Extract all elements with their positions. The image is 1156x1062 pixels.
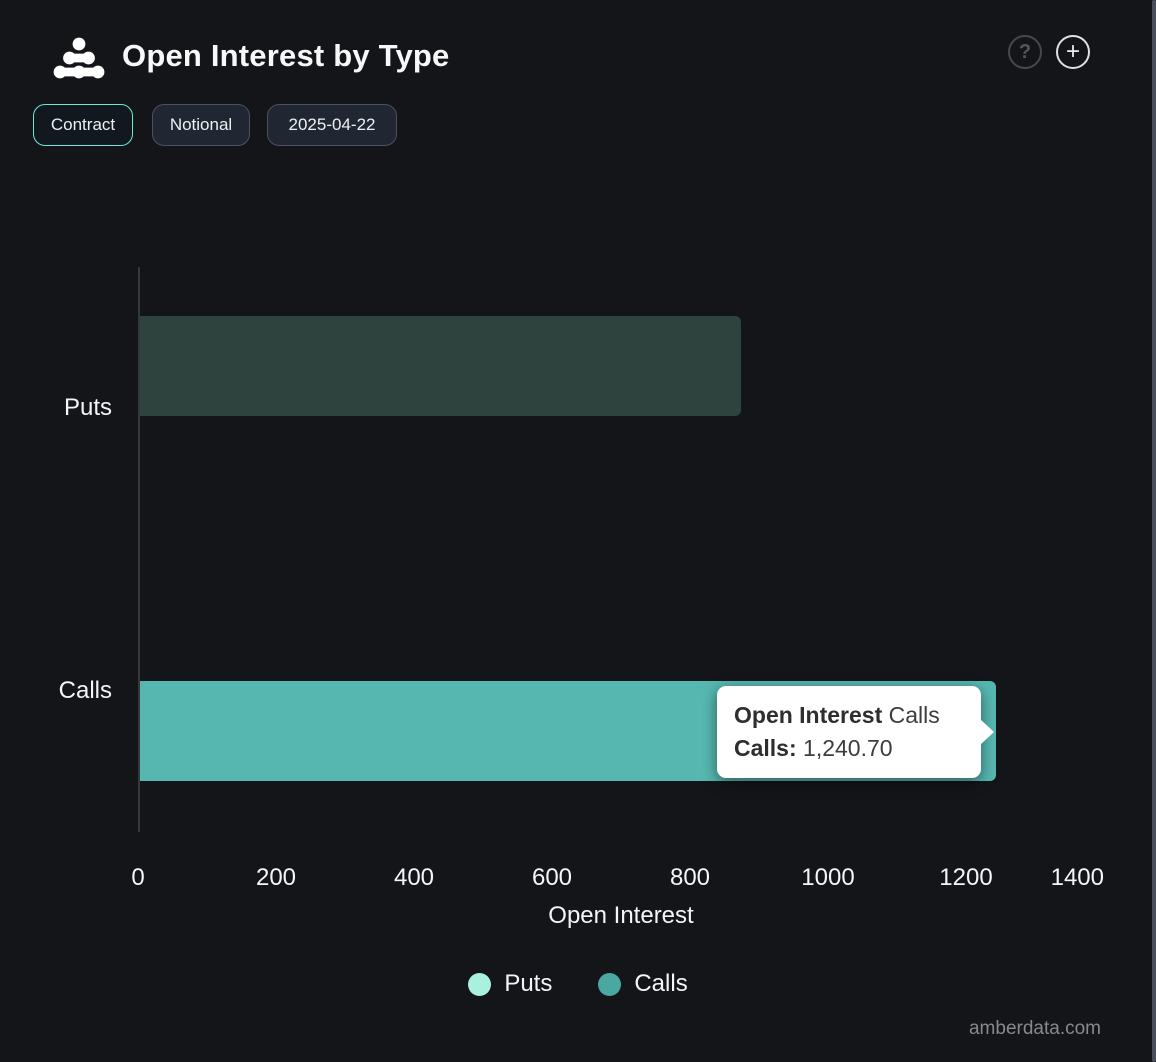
y-category-calls: Calls bbox=[58, 677, 112, 704]
x-tick-label: 1200 bbox=[939, 864, 993, 891]
notional-toggle-button[interactable]: Notional bbox=[152, 104, 250, 146]
amberdata-logo-icon bbox=[53, 37, 105, 79]
tooltip-series-suffix: Calls bbox=[888, 702, 940, 728]
x-tick-label: 600 bbox=[531, 864, 573, 891]
help-icon[interactable]: ? bbox=[1008, 35, 1042, 69]
calls-legend-dot-icon bbox=[598, 972, 622, 996]
x-axis-title: Open Interest bbox=[548, 902, 694, 929]
scrollbar[interactable] bbox=[1152, 0, 1156, 1062]
tooltip-row-label: Calls: bbox=[734, 735, 797, 761]
contract-toggle-button[interactable]: Contract bbox=[33, 104, 133, 146]
tooltip-series-name: Open Interest bbox=[734, 702, 883, 728]
chart-tooltip: Open Interest Calls Calls: 1,240.70 bbox=[717, 686, 994, 778]
page-title: Open Interest by Type bbox=[122, 38, 450, 73]
tooltip-row-value: 1,240.70 bbox=[803, 735, 893, 761]
x-tick-label: 200 bbox=[255, 864, 297, 891]
help-glyph: ? bbox=[1018, 40, 1032, 63]
x-tick-label: 800 bbox=[669, 864, 711, 891]
x-tick-label: 1400 bbox=[1050, 864, 1104, 891]
chart-legend: Puts Calls bbox=[0, 970, 1156, 998]
x-tick-label: 1000 bbox=[801, 864, 855, 891]
contract-button-label: Contract bbox=[50, 115, 116, 134]
legend-item-calls[interactable]: Calls bbox=[598, 970, 688, 998]
y-category-puts: Puts bbox=[63, 394, 112, 421]
add-icon[interactable]: + bbox=[1056, 35, 1090, 69]
tooltip-title: Open Interest Calls bbox=[734, 699, 981, 732]
date-selector-button[interactable]: 2025-04-22 bbox=[267, 104, 397, 146]
amberdata-watermark: amberdata.com bbox=[968, 1018, 1101, 1039]
x-axis: 0 200 400 600 800 1000 1200 1400 bbox=[131, 864, 1104, 894]
puts-legend-label: Puts bbox=[504, 970, 553, 997]
calls-legend-label: Calls bbox=[634, 970, 688, 997]
date-button-label: 2025-04-22 bbox=[288, 115, 376, 134]
x-tick-label: 0 bbox=[131, 864, 145, 891]
bar-puts[interactable] bbox=[140, 316, 741, 416]
x-tick-label: 400 bbox=[393, 864, 435, 891]
notional-button-label: Notional bbox=[169, 115, 233, 134]
puts-legend-dot-icon bbox=[468, 972, 492, 996]
tooltip-value-row: Calls: 1,240.70 bbox=[734, 732, 981, 765]
legend-item-puts[interactable]: Puts bbox=[468, 970, 552, 998]
